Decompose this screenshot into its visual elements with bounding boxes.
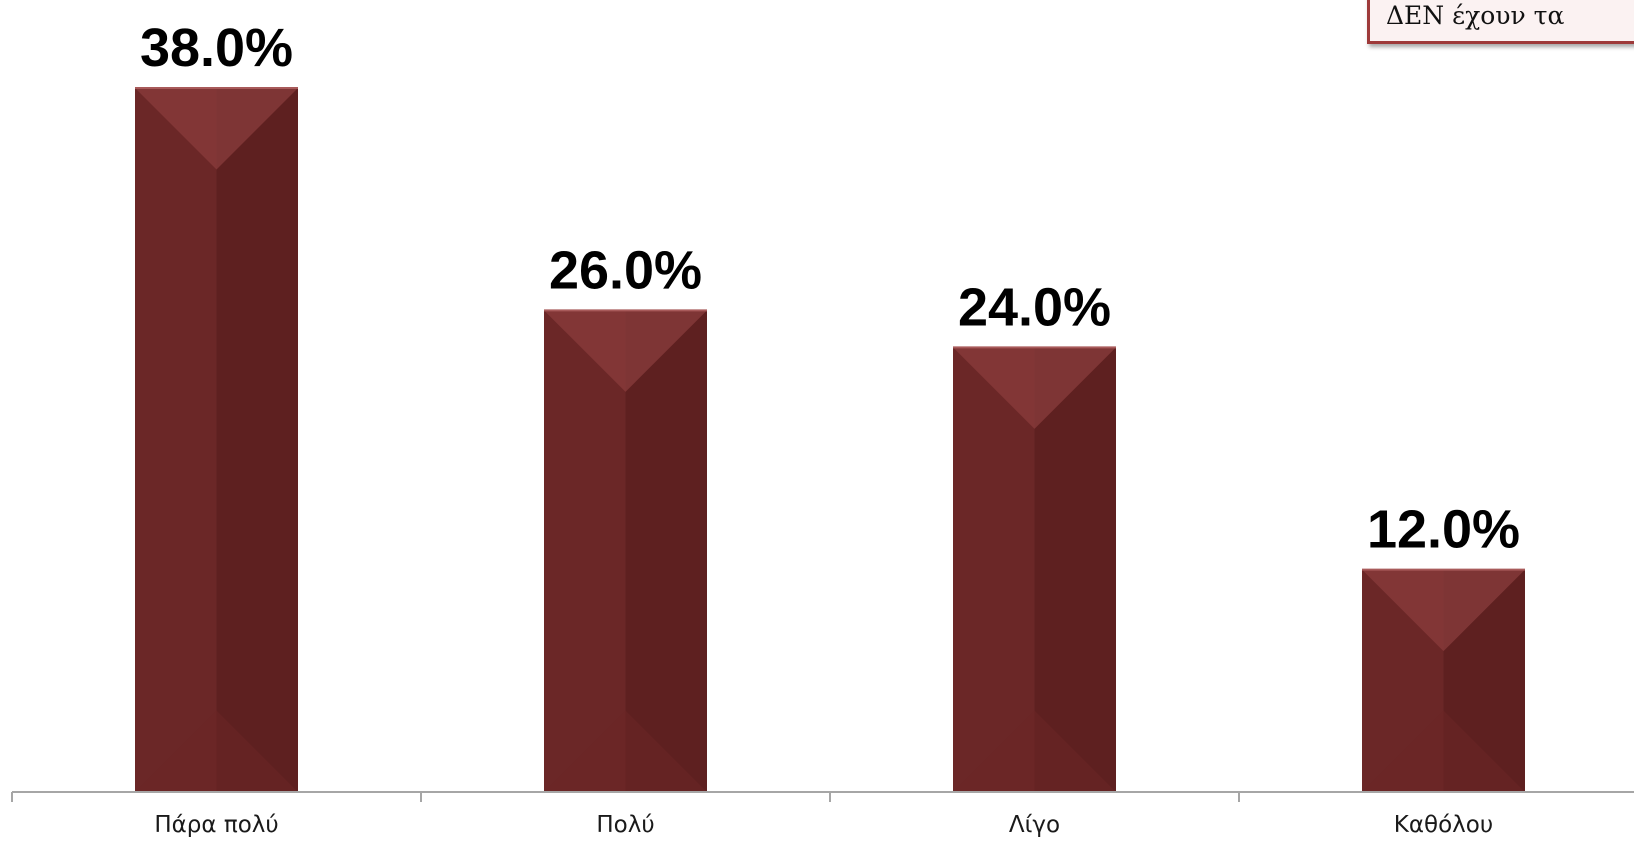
category-tick-label: Καθόλου (1394, 812, 1493, 838)
bar-top-bevel (953, 347, 1116, 429)
bar-bottom-bevel (1362, 710, 1525, 792)
bar-body (135, 88, 298, 792)
bar (544, 309, 707, 792)
category-labels-group: Πάρα πολύ Πολύ Λίγο Καθόλου (154, 812, 1493, 838)
bar-top-bevel (544, 310, 707, 392)
bar (953, 346, 1116, 792)
bars-group (135, 87, 1525, 792)
value-labels-group: 38.0% 26.0% 24.0% 12.0% (140, 18, 1520, 560)
category-tick-label: Πάρα πολύ (154, 812, 278, 838)
bar-value-label: 12.0% (1367, 500, 1520, 560)
bar (1362, 568, 1525, 792)
bar-value-label: 24.0% (958, 277, 1111, 337)
legend-note-text: ΔΕΝ έχουν τα (1386, 1, 1565, 30)
bar-top-bevel (135, 88, 298, 170)
legend-note-box: ΔΕΝ έχουν τα (1367, 0, 1634, 44)
bar-top-bevel (1362, 569, 1525, 652)
bar-bottom-bevel (544, 710, 707, 792)
category-tick-label: Πολύ (596, 812, 654, 838)
category-tick-label: Λίγο (1009, 812, 1060, 838)
bar-value-label: 26.0% (549, 240, 702, 300)
bar-bottom-bevel (135, 710, 298, 792)
bar-bottom-bevel (953, 710, 1116, 792)
x-axis (11, 791, 1634, 802)
bar (135, 87, 298, 792)
bar-value-label: 38.0% (140, 18, 293, 78)
